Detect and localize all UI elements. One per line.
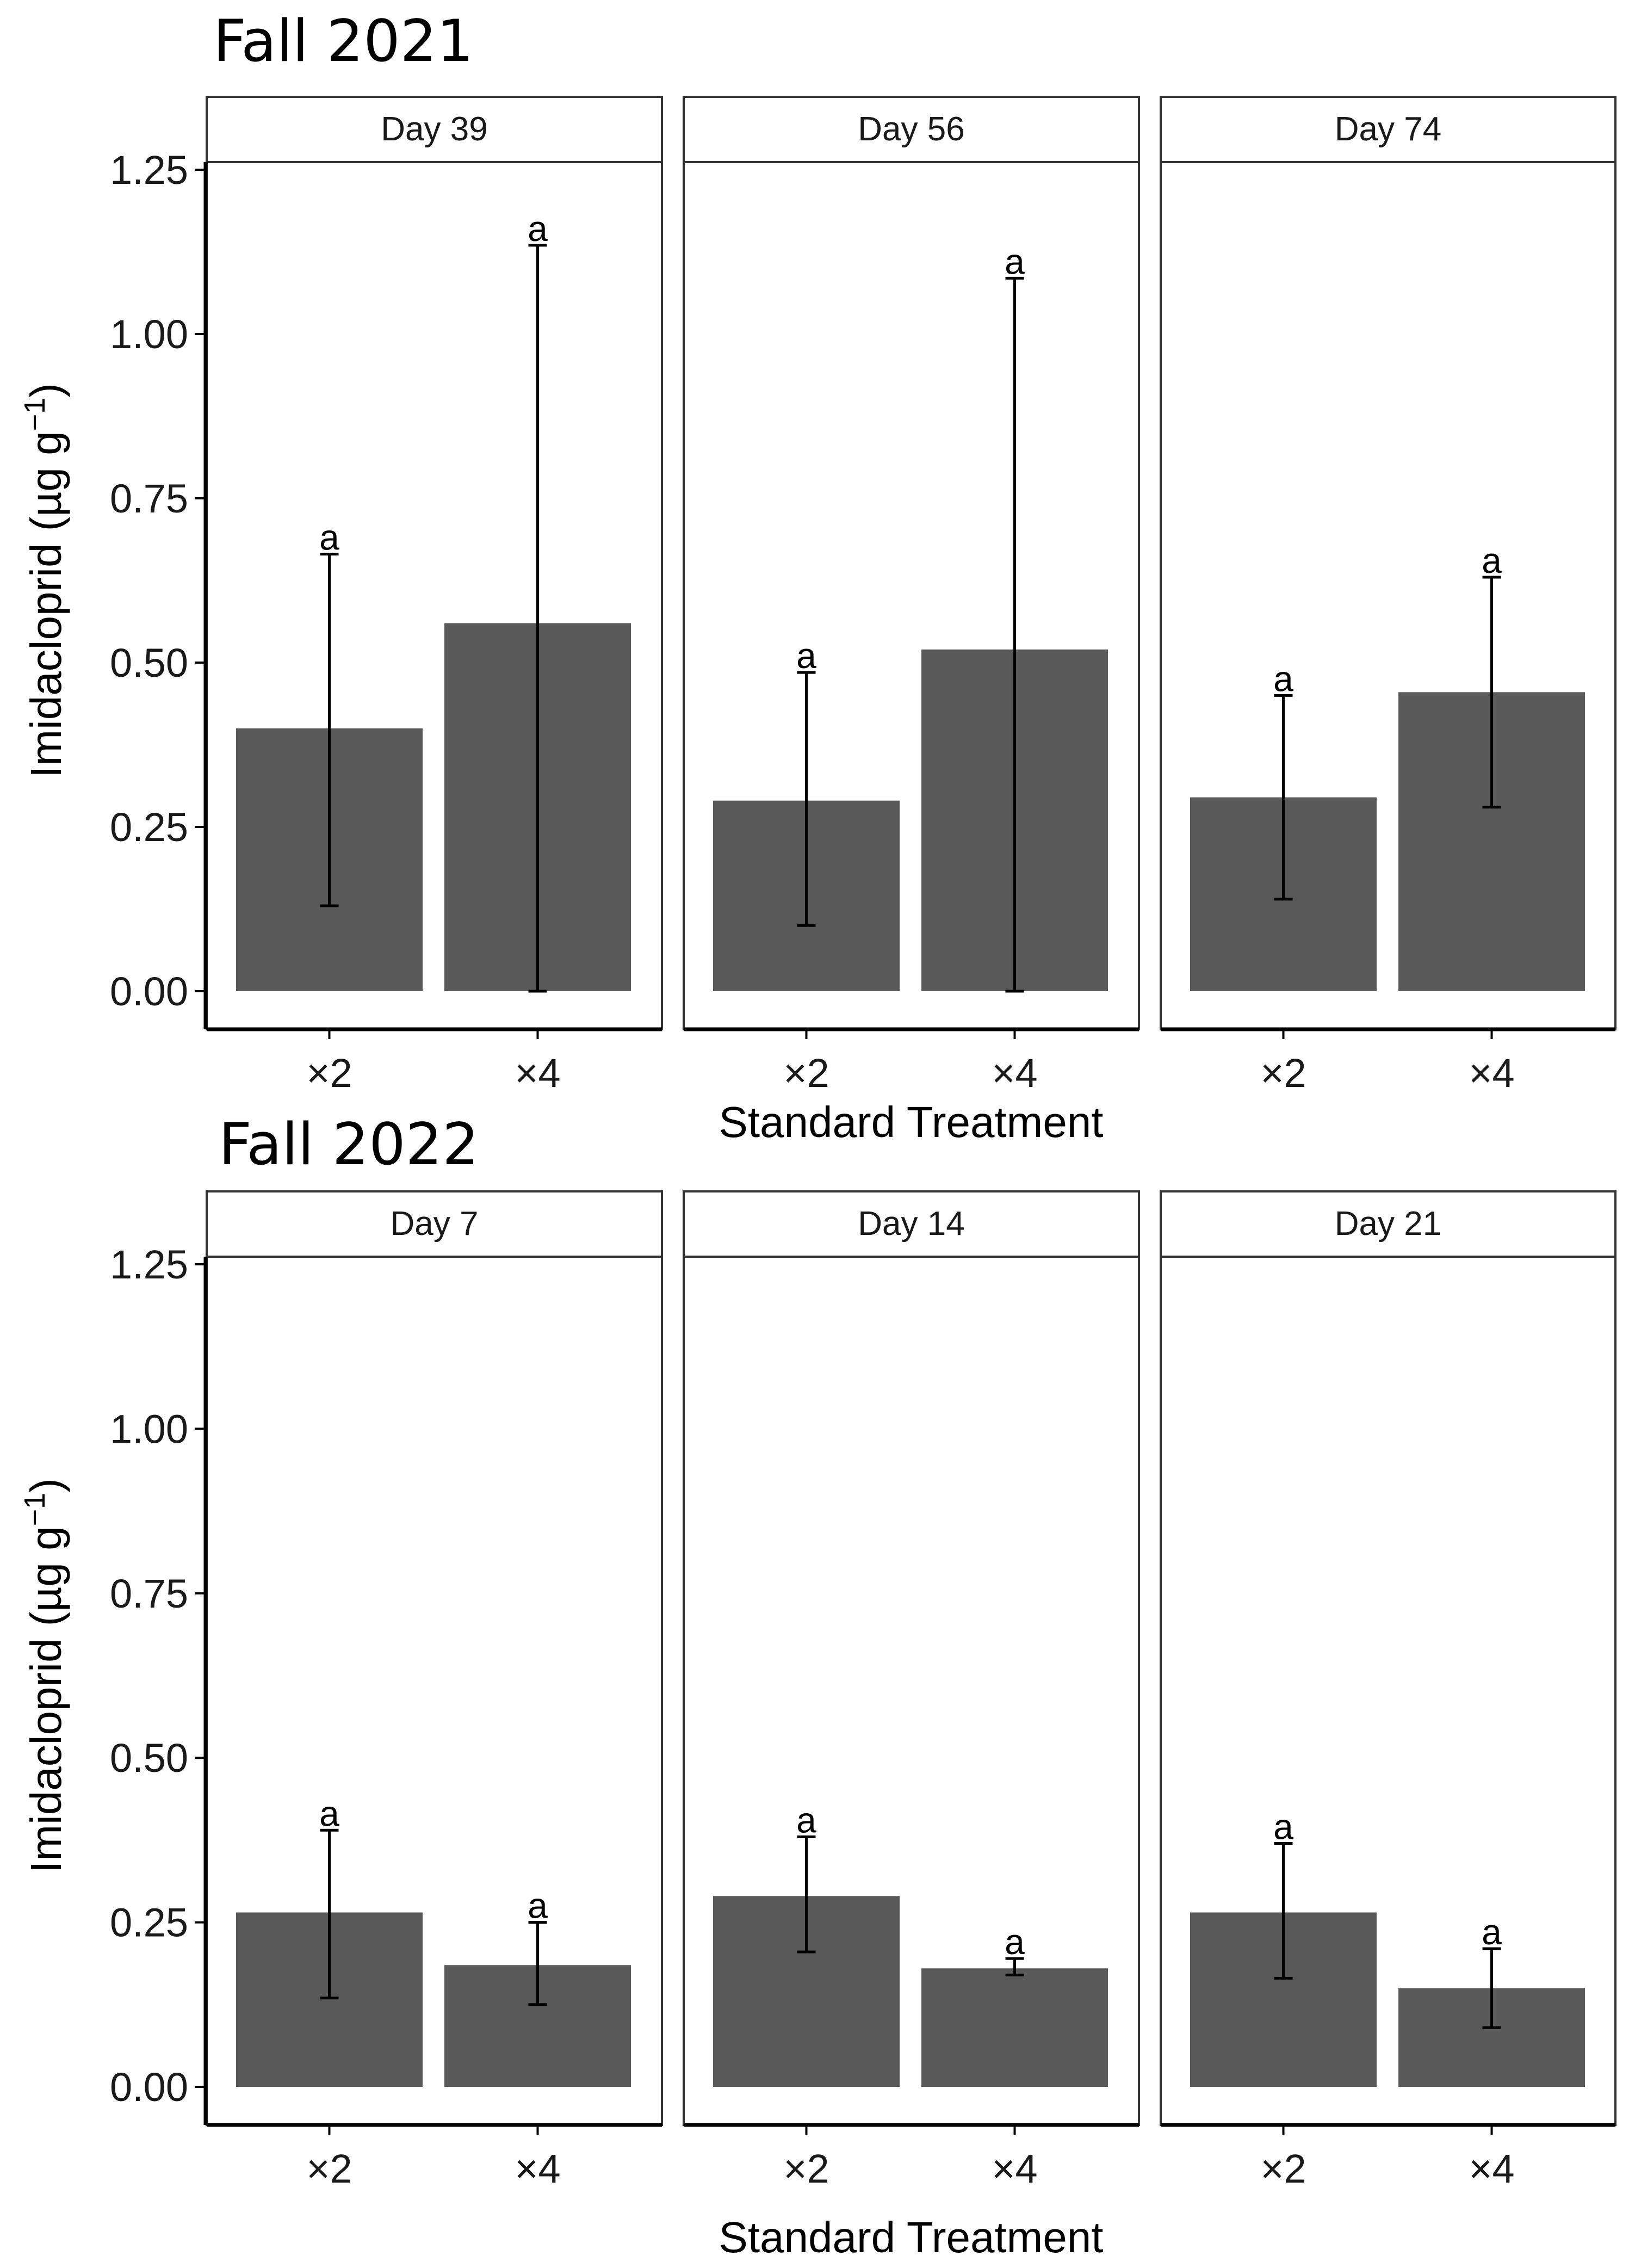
x-tick-label: ×2 bbox=[1260, 1050, 1306, 1096]
x-tick-label: ×4 bbox=[515, 1050, 560, 1096]
y-tick-label: 1.00 bbox=[110, 312, 188, 357]
y-axis-title: Imidacloprid (µg g−1) bbox=[18, 383, 70, 778]
y-axis-title-unit: µg g bbox=[22, 431, 70, 516]
x-axis-title: Standard Treatment bbox=[719, 1098, 1103, 1146]
x-tick-label: ×2 bbox=[306, 1050, 352, 1096]
x-tick-label: ×4 bbox=[992, 2146, 1037, 2191]
y-axis-title-exponent: −1 bbox=[18, 1493, 51, 1527]
x-tick-label: ×2 bbox=[783, 1050, 829, 1096]
y-tick-label: 0.00 bbox=[110, 969, 188, 1014]
facet-strip-label: Day 74 bbox=[1335, 110, 1441, 148]
significance-letter: a bbox=[796, 1800, 816, 1840]
significance-letter: a bbox=[528, 1886, 548, 1926]
y-axis-title-close: ) bbox=[22, 1478, 70, 1493]
significance-letter: a bbox=[1273, 658, 1293, 699]
facet-strip-label: Day 21 bbox=[1335, 1205, 1441, 1243]
facet-strip-label: Day 56 bbox=[858, 110, 964, 148]
x-tick-label: ×4 bbox=[515, 2146, 560, 2191]
y-tick-label: 1.25 bbox=[110, 147, 188, 193]
bar bbox=[921, 1968, 1108, 2087]
significance-letter: a bbox=[319, 517, 339, 558]
x-tick-label: ×4 bbox=[1469, 2146, 1514, 2191]
x-axis-title: Standard Treatment bbox=[719, 2213, 1103, 2261]
chart-section-1: Fall 2021 Day 39 a ×2 a ×4 Day 56 a ×2 a ×4 Day 74 a… bbox=[18, 8, 1617, 1146]
y-tick-label: 0.75 bbox=[110, 476, 188, 521]
significance-letter: a bbox=[1273, 1806, 1293, 1846]
facet-strip-label: Day 39 bbox=[381, 110, 487, 148]
significance-letter: a bbox=[1005, 1921, 1025, 1962]
y-axis-title-close: ) bbox=[22, 383, 70, 398]
x-tick-label: ×4 bbox=[1469, 1050, 1514, 1096]
facet-strip-label: Day 14 bbox=[858, 1205, 964, 1243]
chart-section-2: Fall 2022 Day 7 a ×2 a ×4 Day 14 a ×2 a ×4 Day 21 a ×… bbox=[18, 1111, 1617, 2261]
facet-strip-label: Day 7 bbox=[391, 1205, 479, 1243]
x-tick-label: ×2 bbox=[306, 2146, 352, 2191]
significance-letter: a bbox=[1482, 1912, 1502, 1952]
y-tick-label: 0.50 bbox=[110, 640, 188, 685]
significance-letter: a bbox=[1482, 540, 1502, 580]
section-title: Fall 2021 bbox=[213, 8, 474, 75]
y-axis-title: Imidacloprid (µg g−1) bbox=[18, 1478, 70, 1873]
x-tick-label: ×2 bbox=[1260, 2146, 1306, 2191]
x-tick-label: ×4 bbox=[992, 1050, 1037, 1096]
y-tick-label: 0.75 bbox=[110, 1571, 188, 1616]
y-axis-title-exponent: −1 bbox=[18, 398, 51, 431]
facet-panel: Day 14 a ×2 a ×4 bbox=[683, 1190, 1140, 2191]
facet-panel: Day 74 a ×2 a ×4 bbox=[1160, 96, 1617, 1096]
facet-panel: Day 7 a ×2 a ×4 bbox=[206, 1190, 663, 2191]
significance-letter: a bbox=[528, 208, 548, 249]
y-axis-title-main: Imidacloprid ( bbox=[22, 516, 70, 778]
y-tick-label: 0.00 bbox=[110, 2065, 188, 2110]
significance-letter: a bbox=[319, 1793, 339, 1833]
y-tick-label: 1.25 bbox=[110, 1242, 188, 1287]
y-axis-title-unit: µg g bbox=[22, 1526, 70, 1611]
x-tick-label: ×2 bbox=[783, 2146, 829, 2191]
facet-panel: Day 56 a ×2 a ×4 bbox=[683, 96, 1140, 1096]
y-tick-label: 1.00 bbox=[110, 1406, 188, 1451]
facet-panel: Day 21 a ×2 a ×4 bbox=[1160, 1190, 1617, 2191]
significance-letter: a bbox=[796, 635, 816, 676]
y-tick-label: 0.25 bbox=[110, 805, 188, 850]
y-axis-title-main: Imidacloprid ( bbox=[22, 1611, 70, 1873]
significance-letter: a bbox=[1005, 241, 1025, 281]
facet-panel: Day 39 a ×2 a ×4 bbox=[206, 96, 663, 1096]
y-tick-label: 0.50 bbox=[110, 1735, 188, 1781]
section-title: Fall 2022 bbox=[219, 1111, 479, 1178]
y-tick-label: 0.25 bbox=[110, 1900, 188, 1945]
